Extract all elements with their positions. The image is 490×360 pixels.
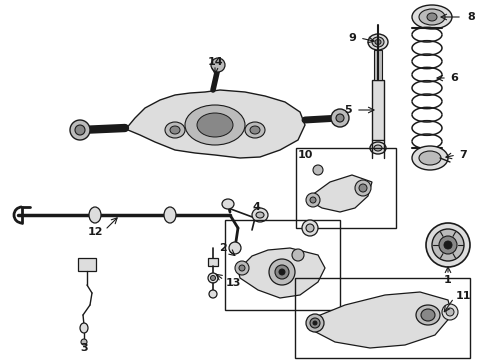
- Polygon shape: [308, 175, 372, 212]
- Ellipse shape: [209, 290, 217, 298]
- Bar: [372, 80, 384, 140]
- Ellipse shape: [197, 113, 233, 137]
- Ellipse shape: [306, 193, 320, 207]
- Ellipse shape: [80, 323, 88, 333]
- Ellipse shape: [331, 109, 349, 127]
- Ellipse shape: [375, 40, 381, 45]
- Ellipse shape: [75, 125, 85, 135]
- Bar: [78, 258, 96, 271]
- Ellipse shape: [235, 261, 249, 275]
- Ellipse shape: [368, 34, 388, 50]
- Ellipse shape: [239, 265, 245, 271]
- Ellipse shape: [416, 305, 440, 325]
- Ellipse shape: [419, 9, 445, 25]
- Ellipse shape: [269, 259, 295, 285]
- Bar: [295, 278, 470, 358]
- Text: 11: 11: [456, 291, 471, 301]
- Ellipse shape: [208, 273, 218, 283]
- Text: 14: 14: [207, 57, 223, 67]
- Text: 9: 9: [348, 33, 356, 43]
- Text: 2: 2: [219, 243, 227, 253]
- Ellipse shape: [412, 146, 448, 170]
- Ellipse shape: [292, 249, 304, 261]
- Ellipse shape: [165, 122, 185, 138]
- Ellipse shape: [164, 207, 176, 223]
- Ellipse shape: [412, 5, 452, 29]
- Text: 6: 6: [450, 73, 458, 83]
- Ellipse shape: [419, 151, 441, 165]
- Text: 4: 4: [252, 202, 260, 212]
- Ellipse shape: [229, 242, 241, 254]
- Ellipse shape: [185, 105, 245, 145]
- Ellipse shape: [302, 220, 318, 236]
- Ellipse shape: [372, 37, 384, 47]
- Ellipse shape: [374, 145, 382, 151]
- Ellipse shape: [250, 126, 260, 134]
- Bar: [208, 258, 218, 266]
- Ellipse shape: [313, 165, 323, 175]
- Ellipse shape: [432, 229, 464, 261]
- Text: 1: 1: [444, 275, 452, 285]
- Text: 12: 12: [88, 227, 103, 237]
- Text: 13: 13: [226, 278, 242, 288]
- Ellipse shape: [275, 265, 289, 279]
- Ellipse shape: [426, 223, 470, 267]
- Ellipse shape: [306, 314, 324, 332]
- Bar: [296, 148, 396, 228]
- Ellipse shape: [439, 236, 457, 254]
- Ellipse shape: [81, 339, 87, 345]
- Ellipse shape: [211, 275, 216, 280]
- Ellipse shape: [70, 120, 90, 140]
- Ellipse shape: [446, 308, 454, 316]
- Text: 10: 10: [298, 150, 314, 160]
- Ellipse shape: [245, 122, 265, 138]
- Ellipse shape: [170, 126, 180, 134]
- Ellipse shape: [306, 224, 314, 232]
- Ellipse shape: [427, 13, 437, 21]
- Ellipse shape: [442, 304, 458, 320]
- Polygon shape: [308, 292, 452, 348]
- Bar: [225, 220, 340, 310]
- Ellipse shape: [444, 241, 452, 249]
- Text: 3: 3: [80, 343, 88, 353]
- Ellipse shape: [336, 114, 344, 122]
- Text: 7: 7: [459, 150, 467, 160]
- Ellipse shape: [252, 208, 268, 222]
- Text: 8: 8: [467, 12, 475, 22]
- Ellipse shape: [222, 199, 234, 209]
- Ellipse shape: [256, 212, 264, 218]
- Ellipse shape: [279, 269, 285, 275]
- Ellipse shape: [355, 180, 371, 196]
- Text: 5: 5: [344, 105, 352, 115]
- Ellipse shape: [310, 318, 320, 328]
- Ellipse shape: [211, 58, 225, 72]
- Ellipse shape: [313, 321, 317, 325]
- Ellipse shape: [89, 207, 101, 223]
- Bar: [374, 50, 382, 80]
- Ellipse shape: [359, 184, 367, 192]
- Polygon shape: [238, 248, 325, 298]
- Ellipse shape: [421, 309, 435, 321]
- Polygon shape: [125, 90, 305, 158]
- Ellipse shape: [310, 197, 316, 203]
- Ellipse shape: [370, 142, 386, 154]
